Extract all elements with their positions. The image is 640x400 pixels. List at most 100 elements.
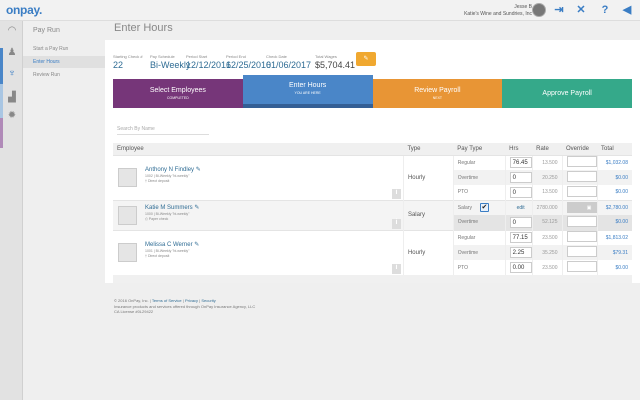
col-total: Total (597, 143, 632, 155)
onpay-logo[interactable]: onpay. (6, 3, 42, 17)
payroll-icon[interactable]: ♆ (8, 68, 16, 79)
total: $1,813.02 (596, 229, 632, 245)
label: Pay Schedule (150, 54, 175, 59)
info-icon[interactable]: i (391, 218, 401, 229)
deposit-text: Direct deposit (147, 254, 170, 258)
override-input[interactable] (566, 156, 597, 168)
hours-input[interactable]: 0 (509, 216, 532, 228)
meta-text: 1000 | Bi-Weekly "bi-weekly" (145, 211, 190, 216)
user-avatar[interactable] (532, 3, 546, 17)
security-link[interactable]: Security (201, 298, 216, 303)
table-row: PTO 0 13.500 $0.00 (113, 185, 632, 200)
table-footer (113, 275, 632, 283)
rate: 23.500 (531, 260, 562, 275)
reports-icon[interactable]: ▟ (8, 92, 16, 103)
step-status: COMPLETED (166, 96, 189, 100)
table-header: Employee Type Pay Type Hrs Rate Override… (113, 143, 632, 155)
privacy-link[interactable]: Privacy (184, 298, 199, 303)
override-input[interactable] (566, 185, 597, 197)
search-input[interactable]: Search By Name (117, 124, 209, 135)
override-input[interactable] (566, 171, 597, 182)
override-input[interactable] (566, 261, 597, 272)
label: Period Start (186, 54, 208, 59)
subnav: Pay Run Start a Pay Run Enter Hours Revi… (23, 21, 105, 400)
period-end: Period End 12/25/2016 (226, 54, 271, 70)
user-info: Jesse B Katie's Wine and Sundries, Inc (464, 4, 532, 18)
table-footer-bar (113, 275, 632, 283)
avatar (118, 243, 137, 262)
employee-cell: Katie M Summers ✎ 1000 | Bi-Weekly "bi-w… (113, 199, 404, 230)
megaphone-icon[interactable]: ◀ (622, 4, 632, 16)
override-cell (561, 260, 597, 275)
employee-type: Hourly (402, 154, 454, 200)
override-input[interactable] (566, 215, 597, 227)
override-input[interactable] (566, 246, 597, 257)
hours-input[interactable]: 76.45 (509, 157, 532, 169)
hours-input[interactable]: 0 (509, 172, 532, 183)
total: $0.00 (596, 260, 632, 275)
employee-type: Hourly (402, 229, 454, 275)
hrs-cell: 76.45 (504, 154, 533, 170)
edit-pay-run-button[interactable]: ✎ (356, 52, 376, 66)
step-title: Approve Payroll (542, 90, 592, 97)
col-employee: Employee (113, 143, 404, 155)
help-icon[interactable]: ? (601, 4, 609, 16)
table-row: Overtime 2.25 35.250 $79.31 (113, 245, 632, 260)
subnav-review-run[interactable]: Review Run (33, 72, 60, 78)
subnav-title: Pay Run (33, 27, 60, 34)
hrs-cell: 0.00 (504, 260, 533, 275)
step-approve-payroll[interactable]: Approve Payroll (502, 79, 632, 108)
rate: 52.125 (531, 215, 562, 230)
employee-name[interactable]: Melissa C Werner ✎ (145, 241, 199, 248)
hrs-cell: 77.15 (504, 229, 533, 245)
salary-checkbox[interactable]: ✔ (479, 203, 489, 213)
pencil-icon[interactable]: ✎ (195, 167, 201, 173)
step-status: NEXT (432, 96, 443, 100)
step-select-employees[interactable]: Select Employees COMPLETED (113, 79, 243, 108)
pay-type: PTO (452, 260, 506, 275)
pay-type-label: Overtime (457, 219, 479, 226)
company-name: Katie's Wine and Sundries, Inc (464, 11, 532, 17)
override-input[interactable] (566, 231, 597, 243)
logout-icon[interactable]: ⇥ (554, 4, 564, 16)
override-cell: ▣ (561, 199, 597, 215)
step-enter-hours[interactable]: Enter Hours YOU ARE HERE (242, 75, 373, 108)
employee-name[interactable]: Katie M Summers ✎ (145, 204, 199, 211)
total-wages: Total Wages $5,704.41 (315, 54, 355, 70)
step-review-payroll[interactable]: Review Payroll NEXT (372, 79, 503, 108)
override-input: ▣ (566, 202, 597, 214)
pay-type: Regular (452, 154, 506, 170)
info-icon[interactable]: i (391, 263, 401, 274)
avatar (118, 168, 137, 187)
hours-input[interactable]: 0 (509, 186, 532, 198)
value: 12/25/2016 (226, 60, 272, 70)
progress-steps: Select Employees COMPLETED Enter Hours YOU… (113, 75, 632, 108)
copyright: © 2016 OnPay, Inc. | (114, 298, 151, 303)
subnav-enter-hours[interactable]: Enter Hours (23, 56, 105, 68)
people-icon[interactable]: ♟ (7, 47, 17, 58)
pencil-icon[interactable]: ✎ (194, 242, 200, 248)
top-bar: onpay. Jesse B Katie's Wine and Sundries… (0, 0, 640, 21)
terms-link[interactable]: Terms of Service (151, 298, 182, 303)
total: $2,780.00 (596, 199, 632, 215)
info-icon[interactable]: i (391, 188, 401, 199)
pay-type-label: Regular (457, 159, 476, 166)
override-cell (561, 245, 597, 260)
pencil-icon[interactable]: ✎ (194, 204, 200, 211)
printer-icon: ⎙ (145, 216, 148, 221)
hrs-cell: 0 (504, 215, 533, 230)
hours-input[interactable]: 0.00 (509, 262, 532, 273)
dashboard-icon[interactable]: ◠ (7, 25, 17, 36)
subnav-start-pay-run[interactable]: Start a Pay Run (33, 46, 69, 52)
edit-link[interactable]: edit (504, 199, 533, 215)
employee-name[interactable]: Anthony N Findley ✎ (145, 166, 201, 173)
expand-icon[interactable]: ✕ (576, 4, 586, 16)
hours-input[interactable]: 77.15 (509, 232, 532, 244)
hours-input[interactable]: 2.25 (509, 247, 532, 258)
step-status: YOU ARE HERE (294, 91, 321, 95)
rate: 13.500 (531, 154, 562, 170)
value: 01/06/2017 (266, 60, 312, 70)
deposit-method: † Direct deposit (145, 179, 189, 184)
total: $0.00 (596, 185, 632, 200)
settings-icon[interactable]: ✹ (7, 110, 17, 121)
